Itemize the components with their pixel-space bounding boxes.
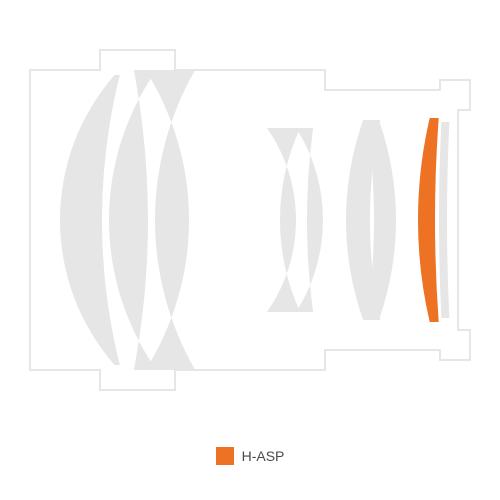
lens-element-e7 — [367, 120, 396, 320]
lens-element-e4 — [267, 128, 300, 312]
lens-element-e2 — [109, 70, 157, 370]
lens-element-e5 — [296, 128, 323, 312]
lens-svg — [0, 30, 500, 410]
lens-element-e9 — [439, 122, 449, 318]
lens-element-e3 — [145, 70, 195, 370]
legend-label: H-ASP — [242, 448, 285, 464]
legend-swatch-icon — [216, 447, 234, 465]
lens-diagram — [0, 30, 500, 410]
legend: H-ASP — [0, 447, 500, 470]
lens-element-e8-hasp — [418, 118, 439, 322]
lens-diagram-container: H-ASP — [0, 0, 500, 500]
legend-item-hasp: H-ASP — [216, 447, 285, 465]
